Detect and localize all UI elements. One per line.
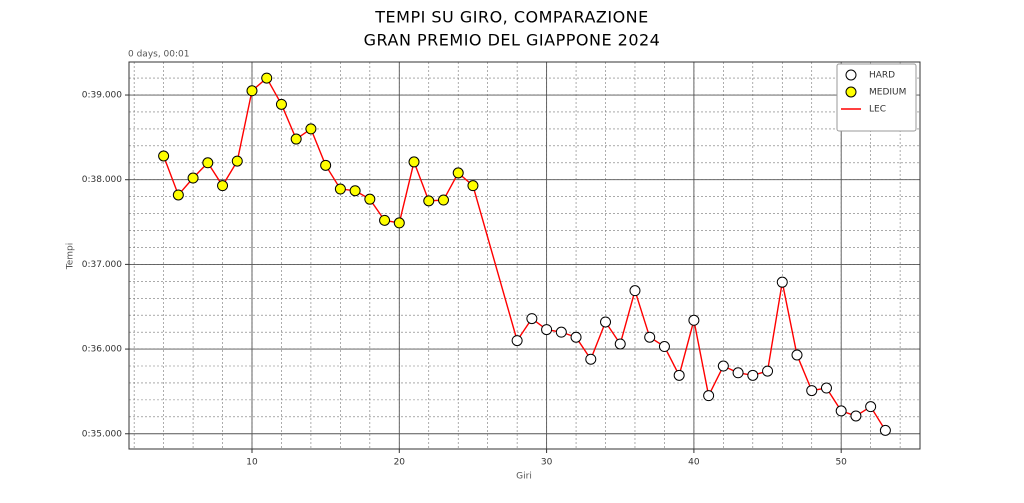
lap-marker xyxy=(172,189,184,201)
lap-marker xyxy=(452,167,464,179)
lap-marker xyxy=(187,172,199,184)
lap-marker xyxy=(526,313,538,325)
lap-marker xyxy=(776,276,788,288)
x-tick-label: 30 xyxy=(541,458,553,468)
lap-marker xyxy=(231,155,243,167)
lap-marker xyxy=(747,369,759,381)
lap-marker xyxy=(791,349,803,361)
lap-marker xyxy=(217,180,229,192)
lap-marker xyxy=(570,331,582,343)
lap-marker xyxy=(703,390,715,402)
y-tick-label: 0:38.000 xyxy=(82,175,123,185)
legend-marker xyxy=(845,86,857,98)
lap-marker xyxy=(717,360,729,372)
y-tick-label: 0:35.000 xyxy=(82,429,123,439)
legend-label: HARD xyxy=(869,71,895,81)
lap-marker xyxy=(408,156,420,168)
lap-marker xyxy=(423,195,435,207)
x-tick-label: 20 xyxy=(394,458,406,468)
lap-marker xyxy=(585,353,597,365)
lap-marker xyxy=(349,185,361,197)
lap-marker xyxy=(246,85,258,97)
lap-marker xyxy=(600,316,612,328)
lap-marker xyxy=(261,72,273,84)
legend-box xyxy=(836,63,917,132)
lap-marker xyxy=(555,326,567,338)
y-tick-label: 0:37.000 xyxy=(82,260,123,270)
lap-marker xyxy=(541,324,553,336)
lap-marker xyxy=(379,214,391,226)
lap-line xyxy=(162,77,886,431)
lap-marker xyxy=(806,385,818,397)
lap-marker xyxy=(820,382,832,394)
lap-marker xyxy=(673,369,685,381)
plot-frame xyxy=(128,61,921,450)
lap-marker xyxy=(305,123,317,135)
lap-marker xyxy=(644,331,656,343)
lap-marker xyxy=(879,424,891,436)
chart-title: GRAN PREMIO DEL GIAPPONE 2024 xyxy=(364,31,661,50)
y-axis-label: Tempi xyxy=(66,243,76,271)
lap-marker xyxy=(437,194,449,206)
lap-marker xyxy=(865,401,877,413)
lap-marker xyxy=(290,133,302,145)
lap-marker xyxy=(629,285,641,297)
lap-marker xyxy=(467,180,479,192)
lap-marker xyxy=(202,157,214,169)
lap-marker xyxy=(658,341,670,353)
x-tick-label: 50 xyxy=(835,458,847,468)
legend-label: LEC xyxy=(869,105,886,115)
x-tick-label: 40 xyxy=(688,458,700,468)
lap-marker xyxy=(614,338,626,350)
lap-marker xyxy=(275,98,287,110)
lap-marker xyxy=(850,410,862,422)
lap-marker xyxy=(334,183,346,195)
chart-title: TEMPI SU GIRO, COMPARAZIONE xyxy=(374,8,649,27)
lap-marker xyxy=(511,335,523,347)
x-axis-label: Giri xyxy=(516,472,532,482)
lap-marker xyxy=(320,159,332,171)
lap-marker xyxy=(688,314,700,326)
lap-marker xyxy=(732,367,744,379)
offset-label: 0 days, 00:01 xyxy=(128,50,190,60)
legend-marker xyxy=(845,69,857,81)
lap-marker xyxy=(364,193,376,205)
x-tick-label: 10 xyxy=(246,458,258,468)
lap-marker xyxy=(835,405,847,417)
y-tick-label: 0:39.000 xyxy=(82,91,123,101)
lap-marker xyxy=(762,365,774,377)
y-tick-label: 0:36.000 xyxy=(82,345,123,355)
lap-marker xyxy=(158,150,170,162)
lap-marker xyxy=(393,217,405,229)
legend-label: MEDIUM xyxy=(869,88,906,98)
